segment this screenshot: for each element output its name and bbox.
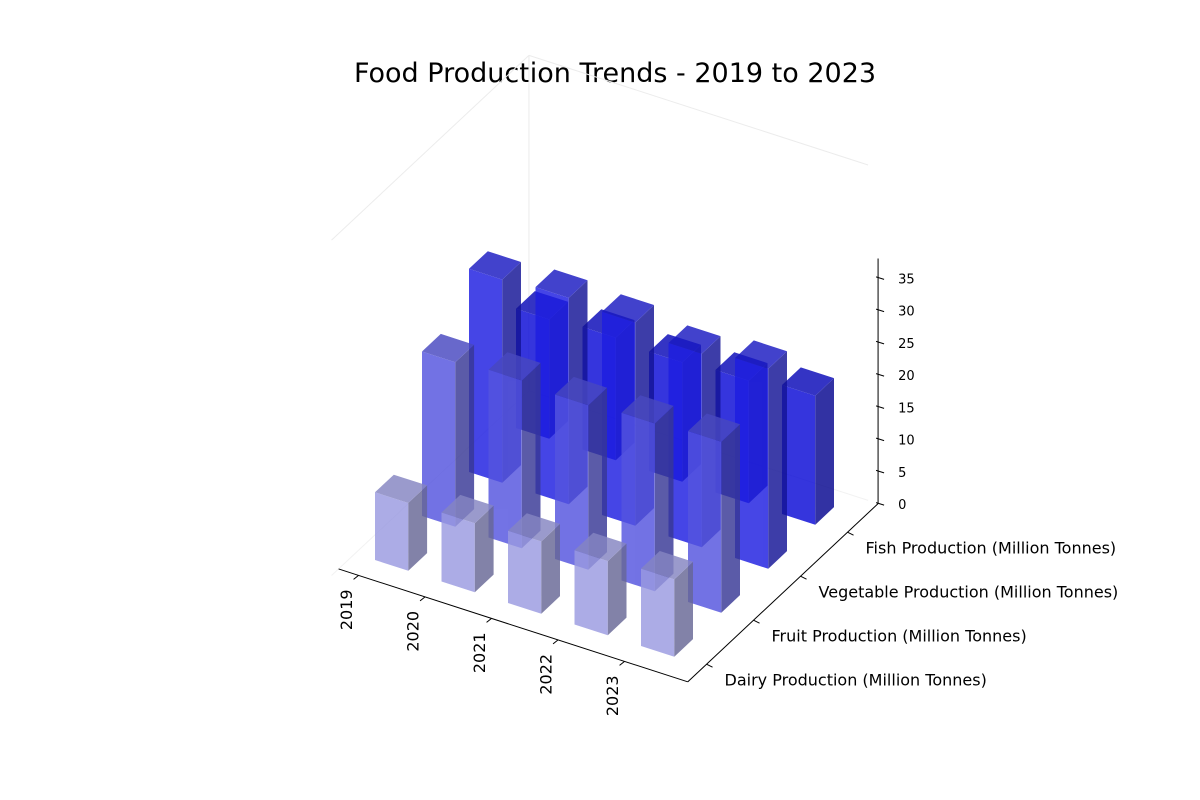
bar-face-top bbox=[488, 352, 541, 381]
bar-3d bbox=[641, 551, 693, 657]
bar-3d bbox=[574, 532, 627, 636]
bar-face-top bbox=[602, 294, 654, 323]
bar-3d bbox=[508, 513, 560, 614]
bar-face-top bbox=[735, 340, 787, 369]
z-tick bbox=[875, 502, 885, 506]
x-tick-label: 2020 bbox=[404, 611, 423, 652]
x-tick-label: 2021 bbox=[470, 632, 489, 673]
x-axis-line bbox=[338, 568, 688, 683]
bar-face-top bbox=[375, 474, 428, 503]
bar-3d bbox=[422, 333, 475, 527]
z-tick-label: 15 bbox=[898, 401, 915, 416]
bar-face-side bbox=[815, 378, 834, 525]
x-tick bbox=[353, 575, 359, 580]
x-tick-label: 2019 bbox=[337, 589, 356, 630]
y-tick bbox=[847, 531, 854, 536]
bar-face-side bbox=[474, 505, 494, 593]
bar-3d bbox=[782, 367, 834, 525]
bar-face-front bbox=[555, 394, 589, 570]
bar-face-front bbox=[441, 512, 475, 593]
x-tick bbox=[619, 661, 625, 666]
bar-face-top bbox=[574, 532, 627, 562]
z-tick-label: 10 bbox=[898, 434, 915, 449]
bar-face-top bbox=[688, 413, 740, 442]
bar-face-front bbox=[574, 550, 608, 636]
bar-face-side bbox=[721, 424, 740, 613]
bar-face-front bbox=[688, 431, 722, 613]
z-tick bbox=[875, 308, 885, 313]
z-tick bbox=[875, 437, 885, 442]
z-tick bbox=[875, 340, 885, 345]
z-tick-label: 25 bbox=[898, 337, 915, 352]
bar-face-top bbox=[555, 376, 607, 406]
bar-face-side bbox=[588, 387, 607, 570]
bar-face-side bbox=[541, 523, 560, 614]
z-tick-label: 35 bbox=[898, 272, 915, 287]
bar-group bbox=[375, 251, 834, 657]
bar-face-front bbox=[782, 385, 816, 525]
bar-face-front bbox=[375, 492, 409, 571]
bar-3d bbox=[735, 340, 787, 569]
bar-3d bbox=[441, 494, 494, 593]
bar-face-side bbox=[654, 405, 674, 592]
chart-title: Food Production Trends - 2019 to 2023 bbox=[353, 58, 877, 89]
x-tick bbox=[419, 596, 426, 602]
x-tick-label: 2023 bbox=[603, 675, 622, 716]
bar-face-side bbox=[768, 351, 787, 569]
bar-face-top bbox=[621, 395, 674, 424]
z-tick bbox=[875, 469, 885, 474]
bar-face-top bbox=[535, 269, 588, 298]
z-tick bbox=[875, 276, 885, 280]
x-tick-label: 2022 bbox=[537, 654, 556, 695]
bar-face-top bbox=[469, 251, 521, 280]
bar-face-front bbox=[621, 412, 655, 592]
bar-3d bbox=[555, 376, 607, 570]
bar-face-side bbox=[674, 561, 693, 657]
y-tick-label: Vegetable Production (Million Tonnes) bbox=[819, 583, 1119, 602]
bar-3d bbox=[375, 474, 428, 571]
bar-face-top bbox=[668, 325, 721, 354]
bar-face-front bbox=[735, 358, 769, 569]
y-axis-line bbox=[687, 503, 879, 683]
z-tick-label: 5 bbox=[898, 466, 906, 481]
bar-face-top bbox=[441, 494, 494, 524]
bar-face-side bbox=[455, 344, 475, 527]
z-tick bbox=[875, 405, 885, 409]
bar-face-top bbox=[782, 367, 834, 396]
bar-face-front bbox=[422, 351, 456, 527]
bar-face-front bbox=[641, 568, 675, 657]
bar-face-top bbox=[422, 333, 475, 363]
y-tick bbox=[753, 619, 760, 624]
z-tick bbox=[875, 373, 885, 377]
y-tick bbox=[800, 575, 807, 580]
bar-face-front bbox=[508, 530, 542, 614]
pane-edge bbox=[331, 54, 530, 241]
bar-3d bbox=[621, 395, 674, 592]
bar-face-side bbox=[521, 362, 541, 549]
bar-face-top bbox=[508, 513, 560, 542]
z-tick-label: 0 bbox=[898, 498, 906, 513]
pane-edge bbox=[528, 54, 869, 166]
axes-layer: 2019 2020 2021 2022 2023 Dairy Production (Mi… bbox=[337, 258, 1119, 716]
x-tick bbox=[552, 639, 559, 645]
bar-face-top bbox=[641, 551, 693, 580]
z-tick-label: 30 bbox=[898, 305, 915, 320]
y-tick-label: Fish Production (Million Tonnes) bbox=[866, 539, 1117, 558]
bar-face-front bbox=[488, 369, 522, 549]
bar-3d bbox=[688, 413, 740, 613]
y-tick-label: Fruit Production (Million Tonnes) bbox=[772, 627, 1027, 646]
y-tick-label: Dairy Production (Million Tonnes) bbox=[725, 671, 987, 690]
bar-3d bbox=[488, 352, 541, 549]
x-tick bbox=[486, 618, 492, 623]
y-tick bbox=[706, 663, 713, 668]
bar-face-side bbox=[408, 485, 428, 571]
z-tick-label: 20 bbox=[898, 369, 915, 384]
bar-face-side bbox=[607, 543, 627, 636]
